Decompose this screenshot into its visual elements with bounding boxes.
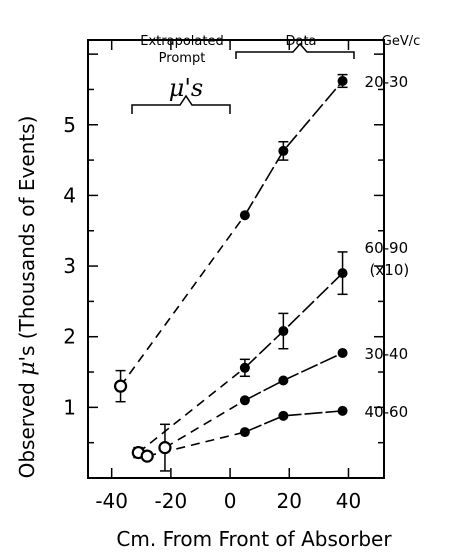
- x-tick-label: 40: [336, 489, 361, 513]
- y-axis-label: Observed μ's (Thousands of Events): [15, 116, 40, 479]
- data-point: [239, 210, 250, 221]
- series-label: 40-60: [365, 403, 409, 421]
- x-tick-label: -20: [155, 489, 188, 513]
- series-label: 20-30: [365, 73, 409, 91]
- extrapolated-point: [140, 449, 154, 463]
- series-dashed-line: [119, 214, 246, 387]
- plot-frame: [87, 39, 385, 479]
- data-point: [278, 326, 289, 337]
- series-dashed-line: [137, 367, 246, 454]
- annotation-extrapolated: Extrapolated: [140, 34, 223, 49]
- y-tick-label: 3: [63, 254, 76, 278]
- data-point: [337, 75, 348, 86]
- annotation-data: Data: [285, 34, 316, 49]
- series-label: 60-90: [365, 239, 409, 257]
- y-tick-label: 5: [63, 113, 76, 137]
- data-point: [239, 427, 250, 438]
- series-line: [244, 410, 343, 433]
- x-axis-label: Cm. From Front of Absorber: [116, 527, 392, 551]
- x-tick-label: -40: [95, 489, 128, 513]
- data-point: [239, 395, 250, 406]
- y-tick-label: 1: [63, 395, 76, 419]
- x-tick-label: 0: [224, 489, 237, 513]
- series-line: [244, 272, 344, 369]
- annotation-mu: μ's: [169, 74, 204, 102]
- series-line: [244, 80, 344, 216]
- series-label: 30-40: [365, 345, 409, 363]
- data-point: [278, 410, 289, 421]
- series-dashed-line: [164, 399, 246, 449]
- y-tick-label: 2: [63, 325, 76, 349]
- y-tick-label: 4: [63, 183, 76, 207]
- annotation-unit: GeV/c: [382, 34, 421, 49]
- extrapolated-point: [158, 441, 172, 455]
- data-point: [337, 268, 348, 279]
- extrapolated-point: [113, 379, 128, 393]
- brace-data: [235, 42, 355, 59]
- data-point: [278, 375, 289, 386]
- brace-extrapolated: [131, 94, 231, 114]
- series-line: [244, 352, 343, 402]
- annotation-prompt: Prompt: [159, 51, 206, 66]
- x-tick-label: 20: [277, 489, 302, 513]
- data-point: [278, 145, 289, 156]
- data-point: [337, 405, 348, 416]
- data-point: [239, 362, 250, 373]
- data-point: [337, 347, 348, 358]
- series-label: (x10): [370, 261, 410, 279]
